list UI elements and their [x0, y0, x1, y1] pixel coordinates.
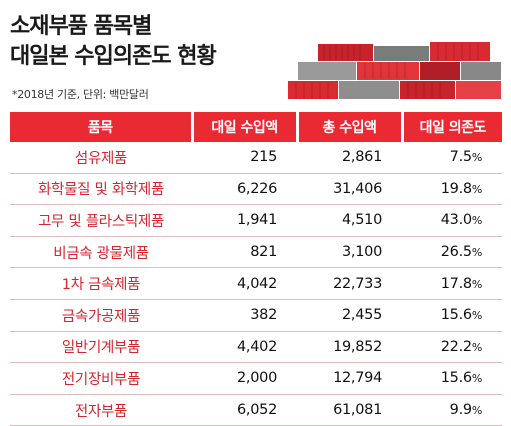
table-row: 전자부품 6,052 61,081 9.9% [10, 394, 502, 426]
table-row: 일반기계부품 4,402 19,852 22.2% [10, 331, 502, 364]
dependency-ratio: 19.8% [402, 173, 502, 206]
item-name: 고무 및 플라스틱제품 [10, 204, 192, 237]
item-name: 화학물질 및 화학제품 [10, 173, 192, 206]
table-row: 전기장비부품 2,000 12,794 15.6% [10, 362, 502, 395]
japan-imports: 821 [192, 236, 297, 269]
japan-imports: 2,000 [192, 362, 297, 395]
item-name: 일반기계부품 [10, 331, 192, 364]
header-japan-imports: 대일 수입액 [190, 112, 297, 142]
total-imports: 22,733 [297, 267, 402, 300]
dependency-ratio: 26.5% [402, 236, 502, 269]
total-imports: 31,406 [297, 173, 402, 206]
dependency-ratio: 43.0% [402, 204, 502, 237]
header-item: 품목 [10, 112, 192, 142]
title-line-1: 소재부품 품목별 [10, 14, 152, 39]
shipping-containers-icon [288, 42, 501, 99]
total-imports: 2,861 [297, 142, 402, 174]
item-name: 1차 금속제품 [10, 267, 192, 300]
title-line-2: 대일본 수입의존도 현황 [10, 44, 217, 69]
japan-imports: 382 [192, 299, 297, 332]
header-japan-dependency: 대일 의존도 [400, 112, 502, 142]
japan-imports: 1,941 [192, 204, 297, 237]
japan-imports: 6,052 [192, 394, 297, 426]
total-imports: 19,852 [297, 331, 402, 364]
dependency-ratio: 22.2% [402, 331, 502, 364]
japan-imports: 4,042 [192, 267, 297, 300]
table-row: 비금속 광물제품 821 3,100 26.5% [10, 236, 502, 269]
japan-imports: 4,402 [192, 331, 297, 364]
dependency-ratio: 9.9% [402, 394, 502, 426]
table-header-row: 품목 대일 수입액 총 수입액 대일 의존도 [10, 112, 502, 142]
item-name: 비금속 광물제품 [10, 236, 192, 269]
table-row: 금속가공제품 382 2,455 15.6% [10, 299, 502, 332]
total-imports: 12,794 [297, 362, 402, 395]
table-row: 화학물질 및 화학제품 6,226 31,406 19.8% [10, 173, 502, 206]
dependency-ratio: 7.5% [402, 142, 502, 174]
dependency-ratio: 15.6% [402, 299, 502, 332]
unit-note: *2018년 기준, 단위: 백만달러 [12, 88, 149, 101]
dependency-ratio: 17.8% [402, 267, 502, 300]
japan-imports: 6,226 [192, 173, 297, 206]
item-name: 전기장비부품 [10, 362, 192, 395]
header-total-imports: 총 수입액 [295, 112, 402, 142]
item-name: 전자부품 [10, 394, 192, 426]
table-row: 고무 및 플라스틱제품 1,941 4,510 43.0% [10, 204, 502, 237]
total-imports: 4,510 [297, 204, 402, 237]
import-dependency-table: 품목 대일 수입액 총 수입액 대일 의존도 섬유제품 215 2,861 7.… [10, 112, 502, 426]
total-imports: 61,081 [297, 394, 402, 426]
dependency-ratio: 15.6% [402, 362, 502, 395]
table-row: 1차 금속제품 4,042 22,733 17.8% [10, 267, 502, 300]
page-title: 소재부품 품목별 대일본 수입의존도 현황 [10, 12, 310, 72]
total-imports: 2,455 [297, 299, 402, 332]
table-row: 섬유제품 215 2,861 7.5% [10, 142, 502, 174]
japan-imports: 215 [192, 142, 297, 174]
item-name: 섬유제품 [10, 142, 192, 174]
total-imports: 3,100 [297, 236, 402, 269]
item-name: 금속가공제품 [10, 299, 192, 332]
